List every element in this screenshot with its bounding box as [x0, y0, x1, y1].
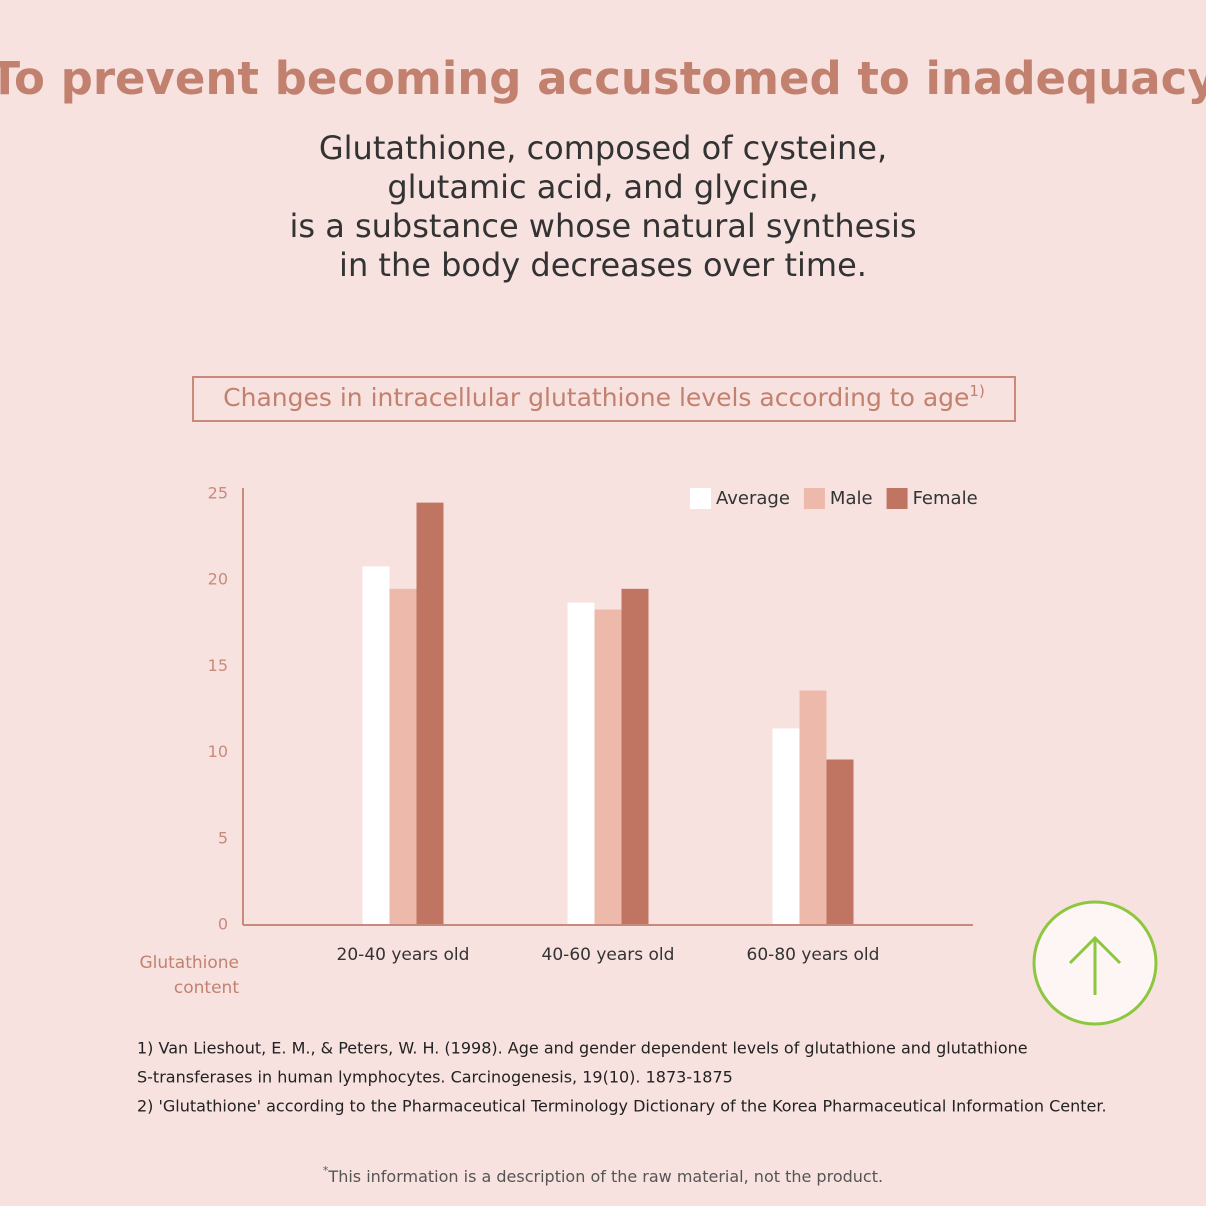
y-tick-label: 15 [208, 656, 228, 675]
legend-swatch [803, 488, 825, 509]
bar [567, 602, 595, 925]
bar [799, 690, 827, 925]
legend-swatch [886, 488, 908, 509]
bar [621, 588, 649, 925]
y-label: Glutathione [139, 953, 239, 973]
bar [594, 609, 622, 925]
subtitle-line: is a substance whose natural synthesis [289, 207, 916, 245]
subtitle-line: Glutathione, composed of cysteine, [319, 129, 887, 167]
footnotes: 1) Van Lieshout, E. M., & Peters, W. H. … [137, 1039, 1107, 1116]
chart-title-box [192, 376, 1016, 422]
page-title: To prevent becoming accustomed to inadeq… [0, 52, 1206, 105]
y-tick-label: 20 [208, 570, 228, 589]
chart-title-text: Changes in intracellular glutathione lev… [223, 383, 969, 412]
legend-swatch [690, 488, 711, 509]
x-tick-label: 20-40 years old [337, 945, 470, 965]
y-tick-label: 10 [208, 742, 228, 761]
footnote: S-transferases in human lymphocytes. Car… [137, 1068, 733, 1087]
legend-label: Male [830, 488, 873, 509]
disclaimer-text: This information is a description of the… [327, 1167, 883, 1186]
footnote: 2) 'Glutathione' according to the Pharma… [137, 1097, 1107, 1116]
footnote: 1) Van Lieshout, E. M., & Peters, W. H. … [137, 1039, 1028, 1058]
chart-title-note: 1) [969, 382, 984, 400]
disclaimer-marker: * [323, 1164, 329, 1177]
bar [416, 502, 444, 925]
x-tick-label: 60-80 years old [747, 945, 880, 965]
y-tick-label: 5 [218, 828, 228, 847]
scroll-top-button[interactable] [1032, 900, 1158, 1026]
bar [389, 588, 417, 925]
arrow-icon [1068, 935, 1122, 995]
legend-label: Female [913, 488, 978, 509]
subtitle-line: in the body decreases over time. [339, 246, 867, 284]
disclaimer: *This information is a description of th… [323, 1164, 883, 1186]
x-tick-label: 40-60 years old [542, 945, 675, 965]
y-label: content [174, 978, 239, 998]
y-tick-label: 25 [208, 484, 228, 503]
bar [362, 566, 390, 925]
y-tick-label: 0 [218, 915, 228, 934]
bar [772, 728, 800, 925]
subtitle-line: glutamic acid, and glycine, [387, 168, 818, 206]
legend-label: Average [716, 488, 790, 509]
chart: 0 5 10 15 20 25 20-40 years old 40-60 years old… [208, 484, 978, 966]
chart-title: Changes in intracellular glutathione lev… [223, 382, 985, 413]
bar [826, 759, 854, 925]
subtitle: Glutathione, composed of cysteine, gluta… [289, 129, 916, 284]
